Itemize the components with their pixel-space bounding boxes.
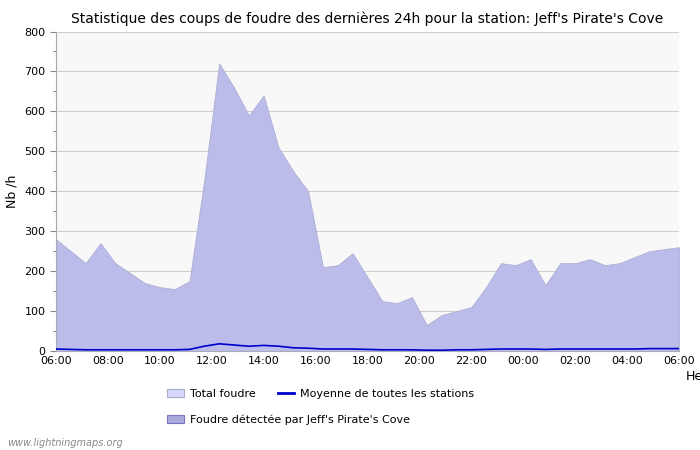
Title: Statistique des coups de foudre des dernières 24h pour la station: Jeff's Pirate: Statistique des coups de foudre des dern… <box>71 12 664 26</box>
Text: Heure: Heure <box>686 370 700 383</box>
Y-axis label: Nb /h: Nb /h <box>6 175 19 208</box>
Legend: Foudre détectée par Jeff's Pirate's Cove: Foudre détectée par Jeff's Pirate's Cove <box>167 414 410 424</box>
Text: www.lightningmaps.org: www.lightningmaps.org <box>7 438 122 448</box>
